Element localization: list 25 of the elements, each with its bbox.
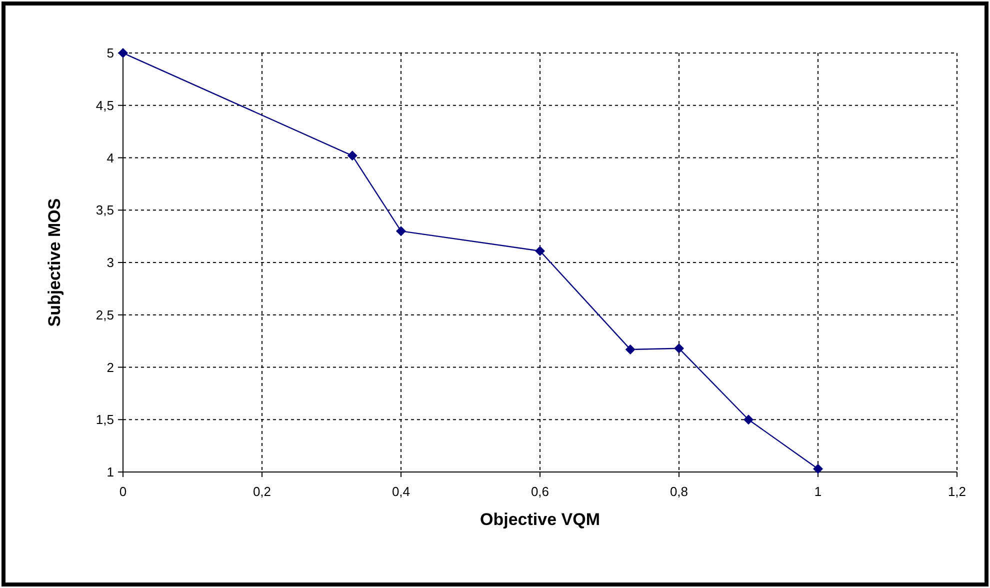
point (625, 344, 636, 354)
point (396, 226, 406, 236)
point (744, 414, 754, 425)
y-tick-label: 5 (106, 46, 114, 60)
y-tick-label: 2,5 (96, 307, 114, 322)
x-tick-label: 0,8 (670, 484, 688, 499)
x-tick-label: 0,6 (530, 484, 550, 499)
point (535, 246, 545, 256)
y-axis-title: Subjective MOS (45, 198, 64, 327)
x-tick-label: 0,4 (392, 484, 410, 499)
y-tick-label: 3 (106, 255, 114, 270)
point (674, 343, 684, 354)
x-axis-title: Objective VQM (480, 510, 600, 529)
point (813, 464, 823, 474)
y-tick-label: 1,5 (96, 412, 114, 428)
y-tick-label: 3,5 (96, 202, 114, 218)
x-tick-label: 1 (814, 484, 822, 499)
y-tick-label: 4 (106, 150, 114, 166)
y-tick-label: 4,5 (96, 98, 114, 113)
point (347, 150, 358, 161)
x-tick-label: 0 (119, 484, 127, 499)
x-tick-label: 0,2 (252, 484, 272, 499)
y-tick-label: 2 (106, 360, 114, 375)
y-tick-label: 1 (106, 464, 114, 480)
x-tick-label: 1,2 (948, 484, 966, 499)
